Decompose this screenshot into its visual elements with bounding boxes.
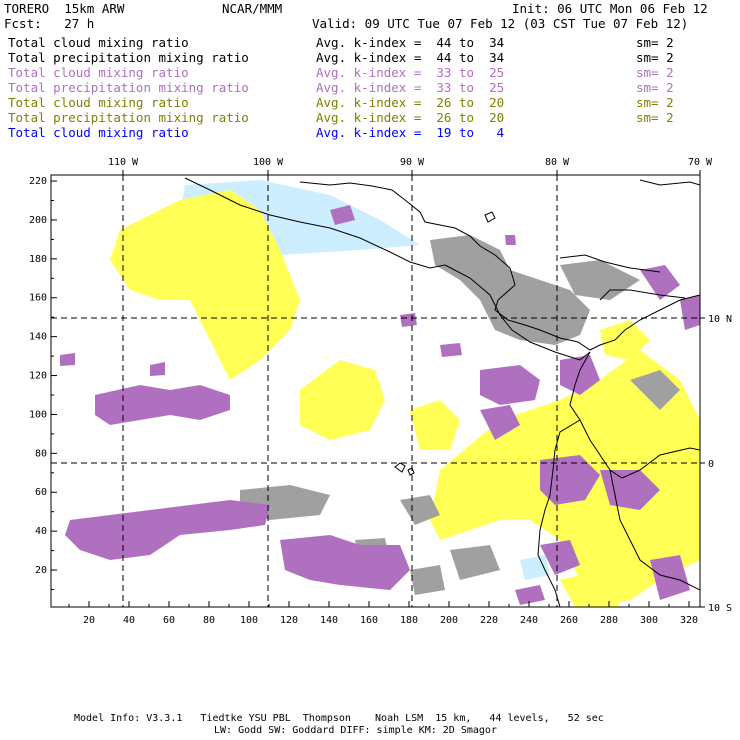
- legend-smoothing: sm= 2: [636, 80, 674, 95]
- x-tick-label: 140: [320, 615, 338, 626]
- legend-range: Avg. k-index = 33 to 25: [316, 65, 505, 80]
- y-tick-label: 100: [29, 409, 47, 420]
- lon-label: 80 W: [545, 157, 570, 168]
- y-tick-label: 140: [29, 332, 47, 343]
- x-tick-label: 160: [360, 615, 378, 626]
- x-tick-label: 180: [400, 615, 418, 626]
- lat-label: 0: [708, 459, 714, 470]
- forecast-hour: Fcst: 27 h: [4, 16, 95, 31]
- valid-time: Valid: 09 UTC Tue 07 Feb 12 (03 CST Tue …: [312, 16, 689, 31]
- lat-label: 10 S: [708, 603, 732, 614]
- lon-label: 110 W: [108, 157, 139, 168]
- x-tick-label: 260: [560, 615, 578, 626]
- physics-info-line: LW: Godd SW: Goddard DIFF: simple KM: 2D…: [214, 725, 497, 736]
- lat-lon-grid: [51, 175, 700, 607]
- init-time: Init: 06 UTC Mon 06 Feb 12: [512, 1, 708, 16]
- legend-field-label: Total cloud mixing ratio: [8, 125, 189, 140]
- legend-range: Avg. k-index = 26 to 20: [316, 95, 505, 110]
- x-tick-label: 200: [440, 615, 458, 626]
- x-tick-label: 280: [600, 615, 618, 626]
- legend-smoothing: sm= 2: [636, 35, 674, 50]
- legend-field-label: Total cloud mixing ratio: [8, 65, 189, 80]
- y-tick-label: 180: [29, 254, 47, 265]
- lon-label: 100 W: [253, 157, 284, 168]
- y-tick-label: 20: [35, 565, 47, 576]
- lon-label: 70 W: [688, 157, 713, 168]
- legend-smoothing: sm= 2: [636, 110, 674, 125]
- x-tick-label: 240: [520, 615, 538, 626]
- y-tick-label: 220: [29, 176, 47, 187]
- axis-tick-labels: 20 40 60 80 100 120 140 160 180 200 220 240 260 280 30…: [29, 157, 732, 626]
- x-tick-label: 60: [163, 615, 175, 626]
- x-tick-label: 40: [123, 615, 135, 626]
- organization-label: NCAR/MMM: [222, 1, 283, 16]
- y-tick-label: 40: [35, 526, 47, 537]
- model-title: TORERO 15km ARW: [4, 1, 125, 16]
- legend-field-label: Total cloud mixing ratio: [8, 95, 189, 110]
- lon-label: 90 W: [400, 157, 425, 168]
- legend-field-label: Total cloud mixing ratio: [8, 35, 189, 50]
- model-info-line: Model Info: V3.3.1 Tiedtke YSU PBL Thomp…: [74, 713, 604, 724]
- x-tick-label: 220: [480, 615, 498, 626]
- x-tick-label: 300: [640, 615, 658, 626]
- map-frame: [50, 174, 701, 608]
- legend-field-label: Total precipitation mixing ratio: [8, 80, 249, 95]
- x-tick-label: 80: [203, 615, 215, 626]
- legend-smoothing: sm= 2: [636, 50, 674, 65]
- purple-cloud-shading: [60, 205, 700, 605]
- x-tick-label: 320: [680, 615, 698, 626]
- y-tick-label: 80: [35, 448, 47, 459]
- x-tick-label: 120: [280, 615, 298, 626]
- legend-field-label: Total precipitation mixing ratio: [8, 110, 249, 125]
- y-tick-label: 200: [29, 215, 47, 226]
- lat-label: 10 N: [708, 314, 732, 325]
- legend-smoothing: sm= 2: [636, 65, 674, 80]
- legend-range: Avg. k-index = 44 to 34: [316, 35, 505, 50]
- x-tick-label: 100: [240, 615, 258, 626]
- x-tick-label: 20: [83, 615, 95, 626]
- y-tick-label: 60: [35, 487, 47, 498]
- legend-smoothing: sm= 2: [636, 95, 674, 110]
- y-tick-label: 120: [29, 371, 47, 382]
- legend-field-label: Total precipitation mixing ratio: [8, 50, 249, 65]
- legend-range: Avg. k-index = 33 to 25: [316, 80, 505, 95]
- legend-range: Avg. k-index = 44 to 34: [316, 50, 505, 65]
- axis-ticks: [51, 170, 705, 608]
- legend-range: Avg. k-index = 26 to 20: [316, 110, 505, 125]
- legend-range: Avg. k-index = 19 to 4: [316, 125, 505, 140]
- y-tick-label: 160: [29, 293, 47, 304]
